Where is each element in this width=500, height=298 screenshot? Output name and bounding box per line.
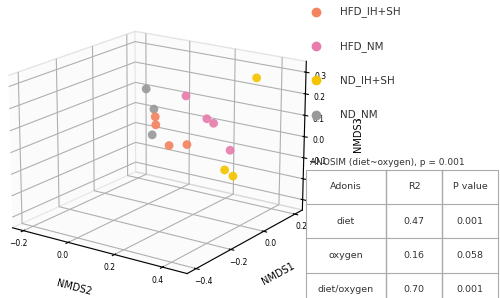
Text: oxygen: oxygen [328, 251, 364, 260]
Text: 0.16: 0.16 [404, 251, 424, 260]
Text: diet: diet [337, 217, 355, 226]
Text: 0.058: 0.058 [456, 251, 483, 260]
Text: Adonis: Adonis [330, 182, 362, 192]
Y-axis label: NMDS1: NMDS1 [260, 261, 296, 287]
Text: HFD_NM: HFD_NM [340, 41, 384, 52]
Text: 0.001: 0.001 [456, 285, 483, 294]
Text: ND_IH+SH: ND_IH+SH [340, 75, 395, 86]
Text: 0.001: 0.001 [456, 217, 483, 226]
Text: 0.47: 0.47 [404, 217, 424, 226]
Bar [306, 170, 498, 298]
Text: ANOSIM (diet~oxygen), p = 0.001: ANOSIM (diet~oxygen), p = 0.001 [310, 158, 464, 167]
Text: R2: R2 [408, 182, 420, 192]
Text: diet/oxygen: diet/oxygen [318, 285, 374, 294]
Text: P value: P value [452, 182, 488, 192]
Text: HFD_IH+SH: HFD_IH+SH [340, 7, 400, 17]
X-axis label: NMDS2: NMDS2 [56, 278, 93, 297]
Text: ND_NM: ND_NM [340, 109, 378, 120]
Text: 0.70: 0.70 [404, 285, 424, 294]
